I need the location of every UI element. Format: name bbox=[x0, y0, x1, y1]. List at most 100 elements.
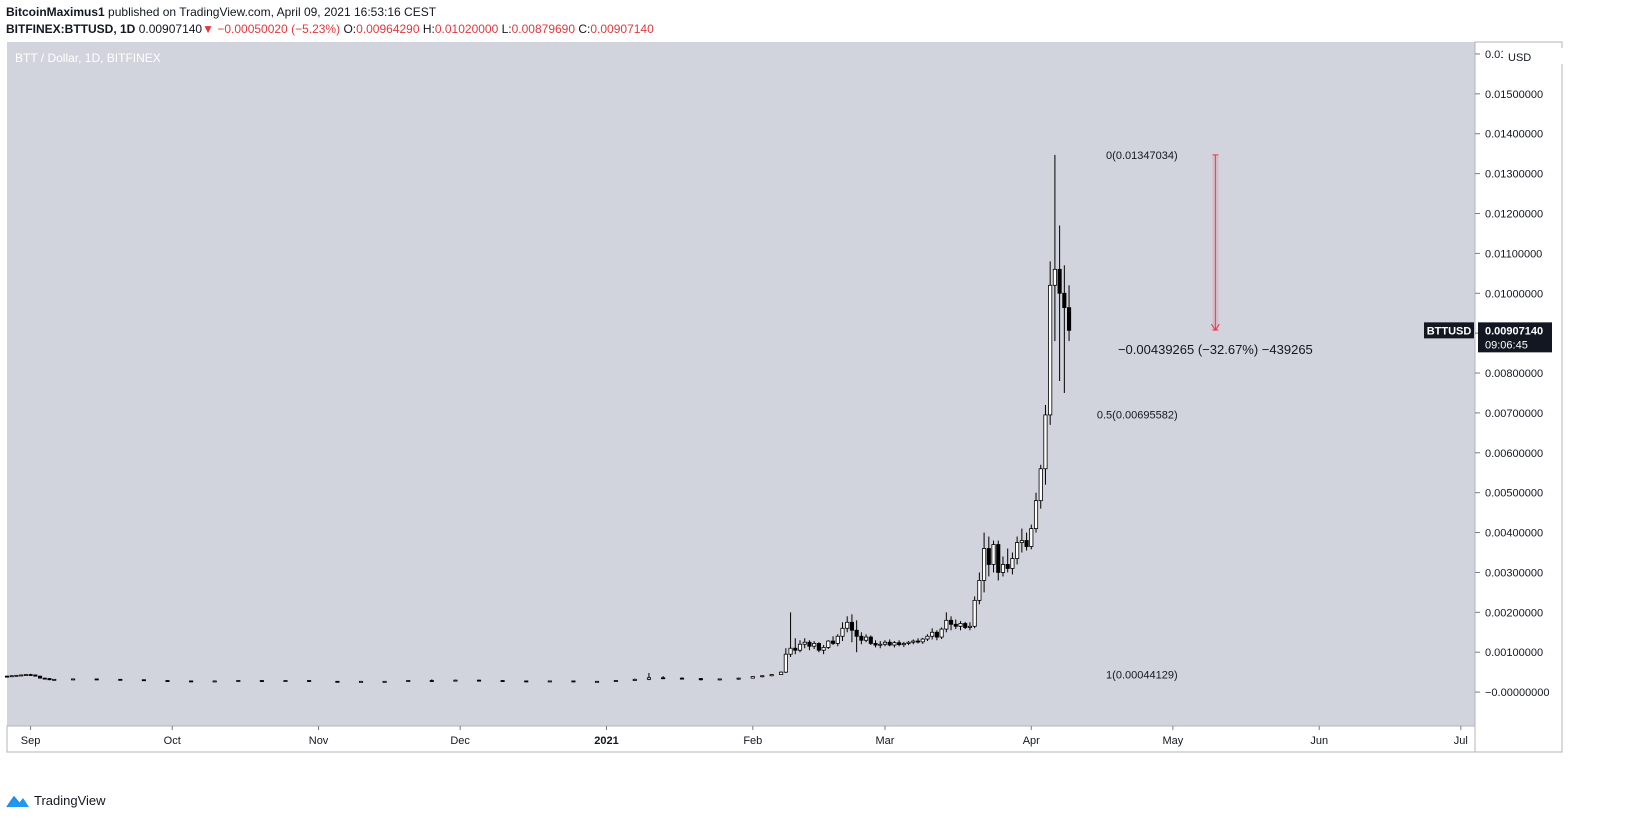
candle-body bbox=[845, 621, 850, 629]
candle-body bbox=[991, 544, 996, 565]
price-tag bbox=[1478, 322, 1552, 353]
candle-body bbox=[613, 680, 618, 682]
low-label: L: bbox=[501, 22, 512, 36]
tradingview-brand[interactable]: TradingView bbox=[6, 793, 106, 808]
candle-body bbox=[901, 643, 906, 646]
candle-body bbox=[779, 671, 784, 675]
candle-body bbox=[283, 680, 288, 682]
x-tick-label: 2021 bbox=[594, 735, 618, 747]
x-tick-label: Apr bbox=[1023, 735, 1040, 747]
x-tick-label: May bbox=[1163, 735, 1184, 747]
x-tick-label: Jun bbox=[1310, 735, 1328, 747]
y-tick-label: 0.01200000 bbox=[1485, 208, 1543, 220]
author-name[interactable]: BitcoinMaximus1 bbox=[6, 5, 105, 19]
candle-body bbox=[977, 580, 982, 601]
candle-body bbox=[9, 675, 14, 678]
y-tick-label: 0.00400000 bbox=[1485, 528, 1543, 540]
candle-body bbox=[661, 677, 666, 680]
candle-body bbox=[963, 623, 968, 628]
price-tag-value: 0.00907140 bbox=[1485, 325, 1543, 337]
candle-body bbox=[783, 653, 788, 673]
candle-body bbox=[967, 625, 972, 628]
measure-label: −0.00439265 (−32.67%) −439265 bbox=[1118, 342, 1313, 357]
candle-body bbox=[915, 640, 921, 643]
candle-body bbox=[189, 680, 194, 683]
candle-body bbox=[1057, 268, 1062, 294]
low-value: 0.00879690 bbox=[511, 22, 576, 36]
candle-body bbox=[849, 621, 854, 631]
fib-level-label: 1(0.00044129) bbox=[1106, 669, 1178, 681]
candle-body bbox=[1052, 268, 1057, 286]
y-tick-label: 0.00800000 bbox=[1485, 368, 1543, 380]
symbol-label: BITFINEX:BTTUSD, 1D bbox=[6, 22, 136, 36]
currency-label: USD bbox=[1508, 52, 1531, 64]
candle-body bbox=[996, 544, 1001, 573]
candle-body bbox=[571, 680, 576, 683]
candle-body bbox=[1043, 414, 1048, 470]
y-tick-label: −0.00000000 bbox=[1485, 687, 1550, 699]
candle-body bbox=[812, 643, 817, 647]
candle-body bbox=[37, 675, 43, 679]
candle-body bbox=[500, 680, 505, 682]
candle-body bbox=[802, 641, 807, 645]
open-value: 0.00964290 bbox=[356, 22, 420, 36]
candle-body bbox=[953, 623, 958, 627]
candle-body bbox=[47, 678, 52, 681]
candle-body bbox=[335, 680, 340, 683]
candle-body bbox=[28, 674, 33, 676]
candle-body bbox=[925, 635, 930, 640]
candle-body bbox=[33, 674, 38, 677]
y-tick-label: 0.01400000 bbox=[1485, 129, 1543, 141]
candle-body bbox=[429, 680, 434, 682]
high-label: H: bbox=[422, 22, 435, 36]
brand-name: TradingView bbox=[34, 793, 106, 808]
candle-body bbox=[769, 674, 774, 677]
candle-body bbox=[19, 674, 24, 677]
candle-body bbox=[1000, 564, 1006, 573]
chart-title: BTT / Dollar, 1D, BITFINEX bbox=[15, 51, 161, 65]
candle-body bbox=[524, 680, 529, 683]
candle-body bbox=[826, 640, 831, 648]
candle-body bbox=[307, 680, 312, 682]
candle-body bbox=[986, 548, 991, 565]
publish-info: BitcoinMaximus1 published on TradingView… bbox=[6, 5, 436, 19]
candle-body bbox=[982, 548, 987, 581]
candle-body bbox=[236, 680, 241, 682]
currency-badge bbox=[1503, 48, 1563, 64]
candle-body bbox=[1029, 528, 1034, 547]
candle-body bbox=[864, 636, 869, 641]
candle-body bbox=[793, 647, 798, 651]
candle-body bbox=[816, 643, 821, 651]
candle-body bbox=[1033, 500, 1039, 529]
candle-body bbox=[939, 628, 944, 638]
y-tick-label: 0.00100000 bbox=[1485, 647, 1543, 659]
high-value: 0.01020000 bbox=[434, 22, 499, 36]
candle-body bbox=[358, 680, 364, 683]
candle-body bbox=[632, 678, 637, 681]
candle-body bbox=[717, 678, 722, 681]
symbol-tag bbox=[1424, 322, 1474, 339]
y-tick-label: 0.00600000 bbox=[1485, 448, 1543, 460]
candle-body bbox=[906, 641, 911, 644]
candle-body bbox=[887, 641, 892, 646]
ohlc-legend: BITFINEX:BTTUSD, 1D 0.00907140▼ −0.00050… bbox=[6, 22, 654, 36]
tradingview-logo-icon bbox=[6, 795, 29, 807]
candle-body bbox=[835, 635, 840, 644]
candle-body bbox=[760, 675, 765, 678]
published-text: published on TradingView.com, April 09, … bbox=[108, 5, 437, 19]
fib-level-label: 0.5(0.00695582) bbox=[1097, 410, 1178, 422]
x-tick-label: Nov bbox=[309, 735, 329, 747]
candle-body bbox=[259, 680, 264, 682]
candle-body bbox=[892, 642, 897, 646]
candlestick-chart[interactable]: BTT / Dollar, 1D, BITFINEX −0.00000000 0.0… bbox=[0, 0, 1627, 790]
candle-body bbox=[948, 619, 954, 625]
candle-body bbox=[1010, 558, 1015, 569]
candle-body bbox=[679, 677, 685, 680]
y-tick-label: 0.01000000 bbox=[1485, 288, 1543, 300]
candle-body bbox=[594, 680, 600, 683]
close-value: 0.00907140 bbox=[590, 22, 654, 36]
candle-body bbox=[972, 599, 977, 627]
x-tick-label: Jul bbox=[1454, 735, 1468, 747]
symbol-tag-label: BTTUSD bbox=[1427, 325, 1472, 337]
candle-body bbox=[859, 635, 864, 641]
